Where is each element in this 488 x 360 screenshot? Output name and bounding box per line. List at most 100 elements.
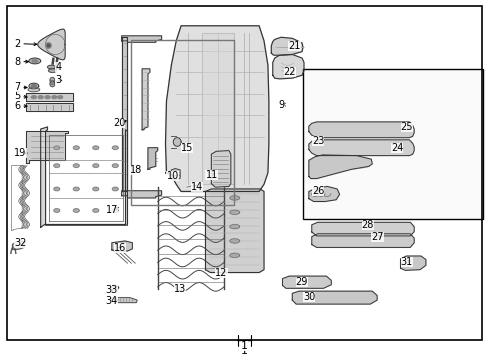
Text: 13: 13 [173,284,185,294]
Polygon shape [32,59,38,62]
Polygon shape [112,164,118,167]
Polygon shape [113,287,117,289]
Polygon shape [308,140,413,156]
Polygon shape [48,69,56,72]
Polygon shape [229,239,239,243]
Polygon shape [229,196,239,200]
Polygon shape [73,146,79,149]
Polygon shape [311,222,413,236]
Text: 16: 16 [114,243,126,253]
Text: 26: 26 [311,186,324,196]
Polygon shape [38,96,43,99]
Text: 2: 2 [14,39,20,49]
Polygon shape [308,155,371,179]
Polygon shape [31,85,36,87]
Text: 12: 12 [215,267,227,278]
Polygon shape [311,234,413,247]
Polygon shape [26,131,68,163]
Polygon shape [54,164,60,167]
Text: 24: 24 [390,143,402,153]
Text: 18: 18 [130,165,142,175]
Polygon shape [112,209,118,212]
Polygon shape [54,146,60,149]
Bar [303,69,483,220]
Polygon shape [38,29,65,60]
Text: 8: 8 [14,57,20,67]
Polygon shape [165,26,268,192]
Text: 27: 27 [370,232,383,242]
Polygon shape [26,103,73,111]
Polygon shape [50,81,55,87]
Polygon shape [292,291,376,304]
Polygon shape [122,36,161,42]
Polygon shape [308,186,339,202]
Text: 15: 15 [181,143,193,153]
Polygon shape [28,87,40,92]
Polygon shape [400,256,425,270]
Text: 32: 32 [14,238,27,248]
Polygon shape [229,225,239,229]
Text: 5: 5 [14,91,20,102]
Text: 3: 3 [55,75,61,85]
Polygon shape [58,96,62,99]
Polygon shape [112,187,118,191]
Text: 6: 6 [14,101,20,111]
Text: 1: 1 [241,346,247,356]
Text: 29: 29 [295,277,307,287]
Text: 34: 34 [105,296,118,306]
Polygon shape [142,69,150,130]
Polygon shape [93,209,99,212]
Text: 10: 10 [166,171,179,181]
Polygon shape [52,96,57,99]
Text: 9: 9 [278,100,284,110]
Polygon shape [41,127,127,227]
Polygon shape [173,138,181,146]
Polygon shape [73,209,79,212]
Text: 22: 22 [283,67,295,77]
Polygon shape [73,164,79,167]
Polygon shape [112,146,118,149]
Text: 30: 30 [303,292,315,302]
Polygon shape [229,210,239,215]
Text: 31: 31 [400,257,412,267]
Text: 23: 23 [311,136,324,145]
Polygon shape [50,77,55,83]
Text: 7: 7 [14,82,20,93]
Polygon shape [122,191,161,198]
Polygon shape [205,189,264,273]
Text: 25: 25 [400,122,412,132]
Text: 14: 14 [190,182,203,192]
Polygon shape [272,54,304,79]
Polygon shape [112,298,137,303]
Polygon shape [122,37,127,192]
Polygon shape [271,37,303,55]
Text: 4: 4 [55,62,61,72]
Text: 17: 17 [105,206,118,216]
Polygon shape [93,187,99,191]
Text: 1: 1 [241,341,247,351]
Polygon shape [282,276,330,288]
Polygon shape [31,96,36,99]
Polygon shape [29,58,41,64]
Text: 28: 28 [361,220,373,230]
Polygon shape [54,209,60,212]
Bar [131,40,233,205]
Text: 19: 19 [14,148,26,158]
Text: 11: 11 [205,170,217,180]
Polygon shape [308,122,413,138]
Text: 21: 21 [288,41,300,50]
Polygon shape [54,187,60,191]
Polygon shape [26,93,73,101]
Polygon shape [47,65,55,69]
Polygon shape [111,285,119,290]
Polygon shape [211,150,230,187]
Polygon shape [229,253,239,257]
Text: 20: 20 [113,118,125,128]
Polygon shape [148,148,158,169]
Polygon shape [45,96,50,99]
Polygon shape [93,146,99,149]
Polygon shape [73,187,79,191]
Polygon shape [171,168,180,180]
Polygon shape [201,33,233,184]
Polygon shape [29,83,39,89]
